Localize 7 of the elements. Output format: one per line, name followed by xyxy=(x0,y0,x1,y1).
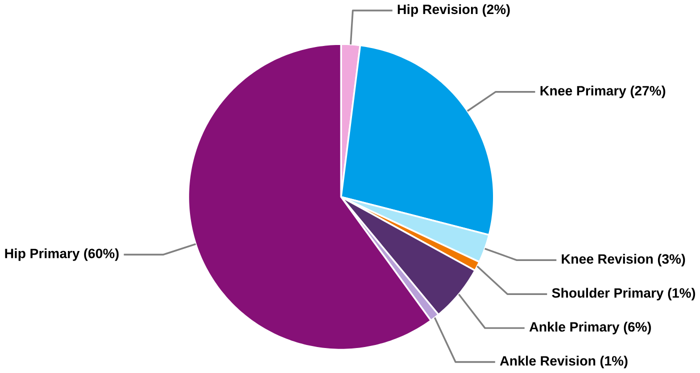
slice-label: Knee Primary (27%) xyxy=(540,86,666,98)
slice-label: Ankle Revision (1%) xyxy=(500,356,628,369)
slice-label: Shoulder Primary (1%) xyxy=(552,288,696,301)
slice-label: Hip Revision (2%) xyxy=(398,4,510,18)
slice-label: Ankle Primary (6%) xyxy=(529,322,651,335)
slice-label: Knee Revision (3%) xyxy=(562,254,685,267)
slice-label: Hip Primary (60%) xyxy=(5,248,119,262)
